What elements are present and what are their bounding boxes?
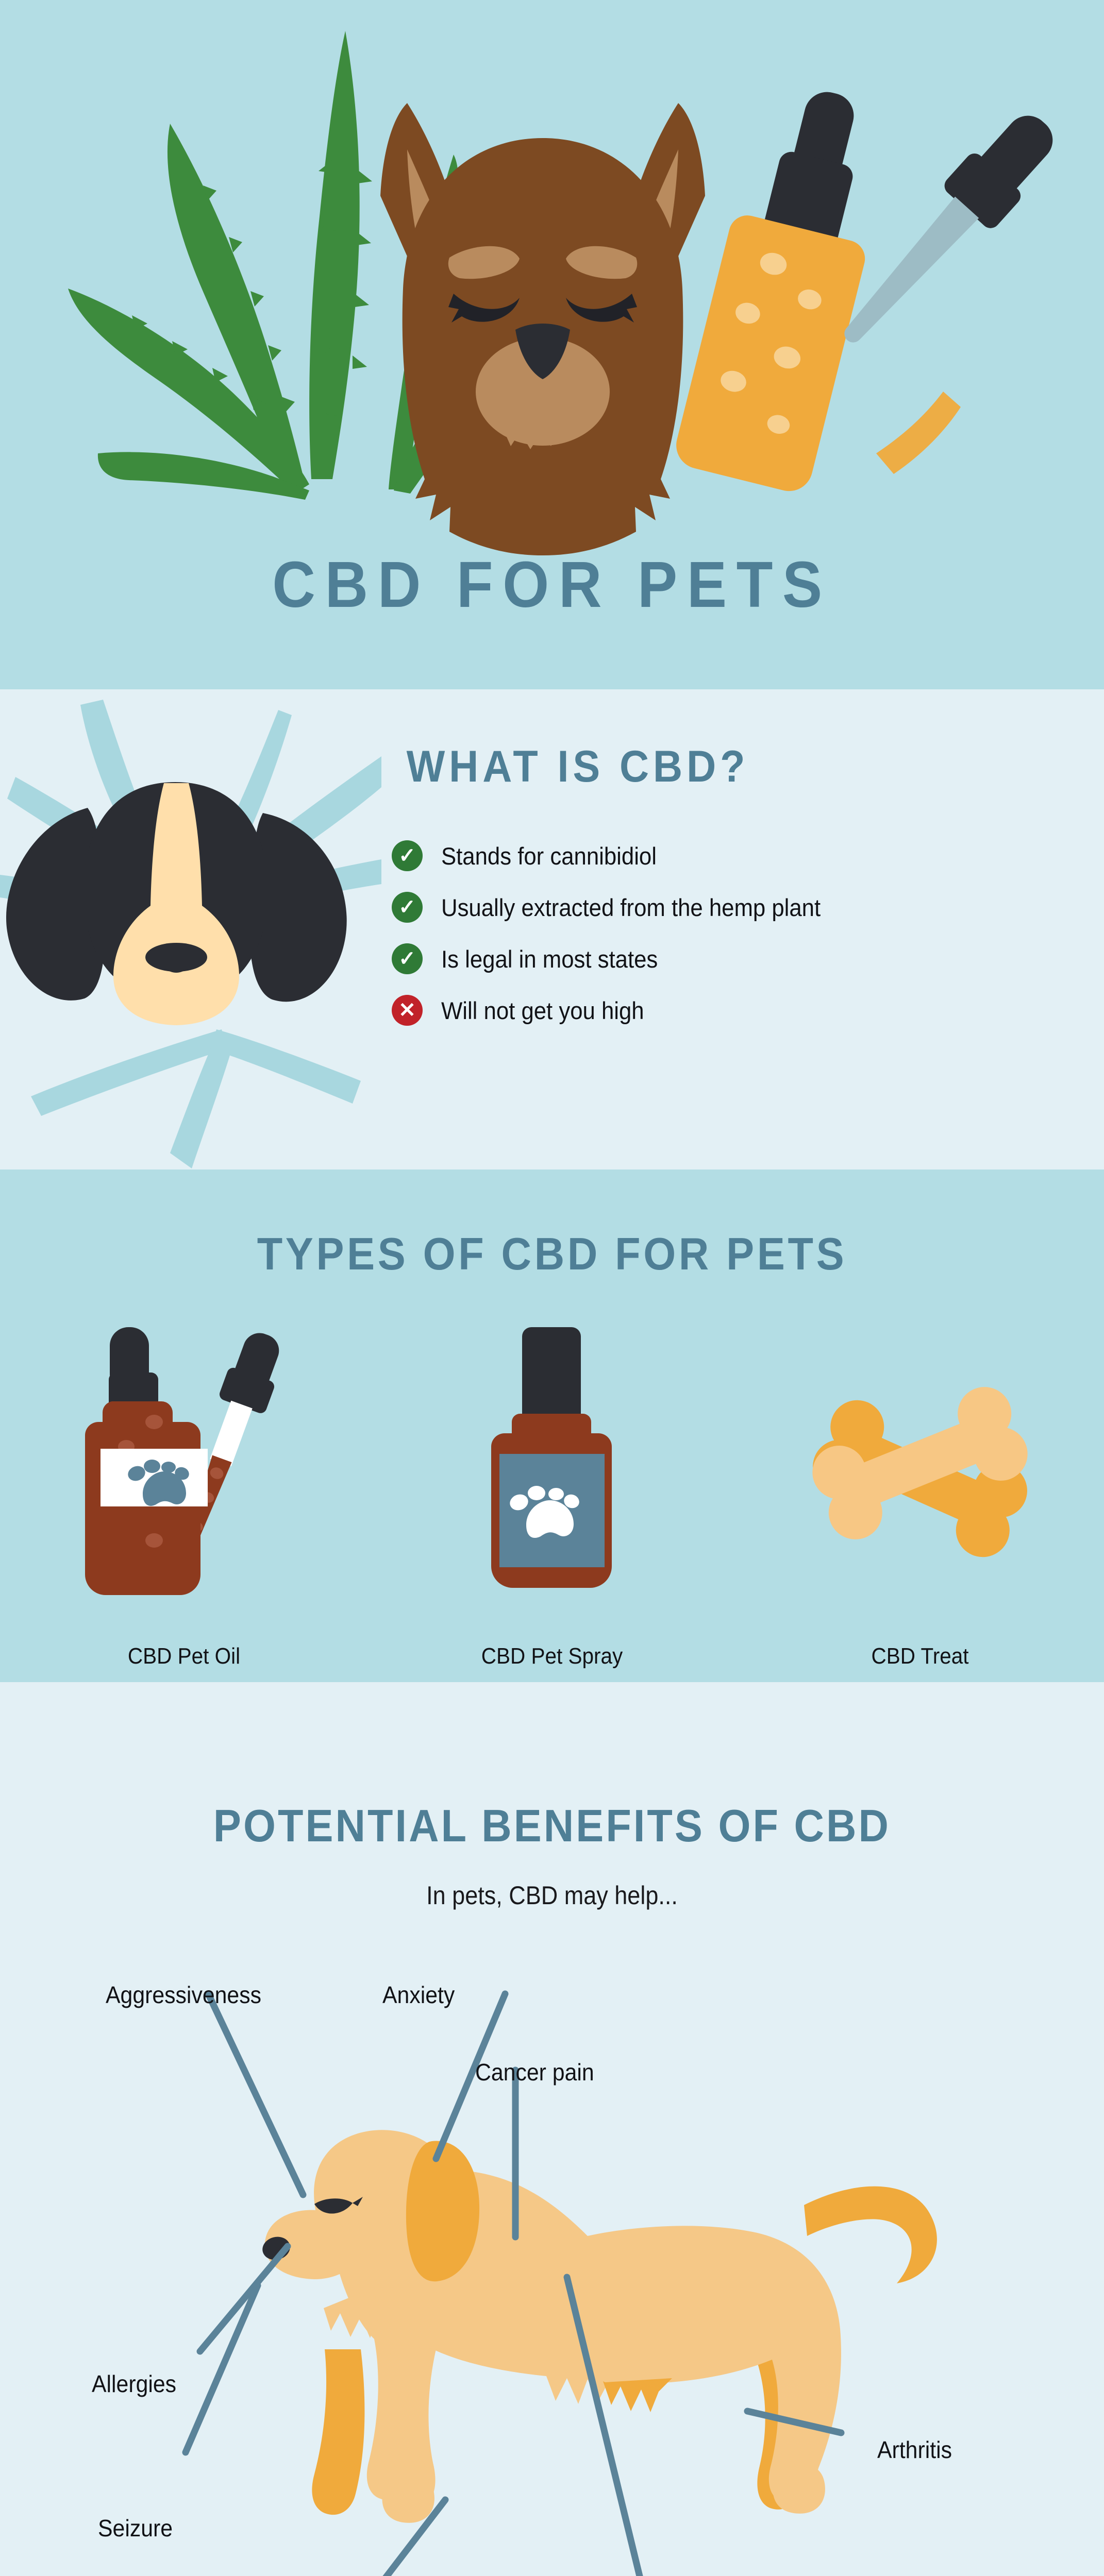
x-circle-icon: ✕ (392, 995, 423, 1026)
check-circle-icon: ✓ (392, 840, 423, 871)
check-circle-icon: ✓ (392, 943, 423, 974)
benefits-section-background (0, 1682, 1104, 2576)
leader-line-seizure (182, 2282, 261, 2456)
callout-lines (182, 1990, 845, 2576)
benefit-label-allergies: Allergies (92, 2370, 177, 2397)
list-item: ✓ Usually extracted from the hemp plant (392, 891, 1010, 923)
product-list: CBD Pet Oil CBD Pet Spray (0, 1319, 1104, 1680)
benefits-title: POTENTIAL BENEFITS OF CBD (213, 1800, 891, 1851)
what-is-cbd-list: ✓ Stands for cannibidiol ✓ Usually extra… (392, 840, 1010, 1046)
product-item-oil: CBD Pet Oil (0, 1319, 368, 1680)
product-label: CBD Pet Spray (481, 1643, 623, 1669)
benefit-label-arthritis: Arthritis (877, 2436, 952, 2463)
spray-bottle-icon (491, 1327, 612, 1588)
benefits-dog-diagram (182, 1990, 937, 2576)
dog-bone-icon (812, 1387, 1028, 1557)
beagle-illustration (0, 700, 381, 1168)
benefit-label-anxiety: Anxiety (382, 1981, 455, 2008)
benefit-label-aggressiveness: Aggressiveness (106, 1981, 261, 2008)
cbd-oil-bottle-icon (676, 92, 865, 492)
dropper-bottle-icon (85, 1327, 279, 1595)
what-is-cbd-title: WHAT IS CBD? (406, 742, 749, 791)
beagle-head-illustration (6, 782, 347, 1025)
list-item-label: Will not get you high (441, 996, 644, 1024)
list-item-label: Stands for cannibidiol (441, 842, 657, 870)
leader-line-inflammation (382, 2496, 449, 2576)
list-item: ✓ Is legal in most states (392, 943, 1010, 975)
benefit-label-cancer-pain: Cancer pain (475, 2059, 594, 2086)
list-item: ✓ Stands for cannibidiol (392, 840, 1010, 872)
dog-head-illustration (380, 103, 705, 555)
leader-line-aggressiveness (205, 1990, 307, 2198)
types-title: TYPES OF CBD FOR PETS (257, 1228, 847, 1279)
list-item-label: Is legal in most states (441, 945, 658, 973)
product-item-spray: CBD Pet Spray (368, 1319, 736, 1680)
leader-line-arthritis (744, 2408, 845, 2436)
list-item-label: Usually extracted from the hemp plant (441, 893, 821, 921)
benefit-label-seizure: Seizure (98, 2515, 173, 2541)
leader-line-allergies (196, 2243, 291, 2355)
product-item-treat: CBD Treat (736, 1319, 1104, 1680)
leader-line-anxiety (432, 1990, 509, 2162)
leader-line-loss-of-appetite (563, 2274, 643, 2576)
list-item: ✕ Will not get you high (392, 994, 1010, 1026)
golden-retriever-illustration (262, 2130, 937, 2523)
paw-print-icon (128, 1460, 189, 1506)
benefits-subtitle: In pets, CBD may help... (426, 1881, 678, 1910)
product-label: CBD Pet Oil (127, 1643, 241, 1669)
dropper-pipette-icon (844, 115, 1053, 343)
product-label: CBD Treat (871, 1643, 969, 1669)
check-circle-icon: ✓ (392, 892, 423, 923)
paw-print-icon (510, 1486, 579, 1538)
hero-title: CBD FOR PETS (272, 548, 832, 621)
hero-illustration (68, 31, 1053, 555)
